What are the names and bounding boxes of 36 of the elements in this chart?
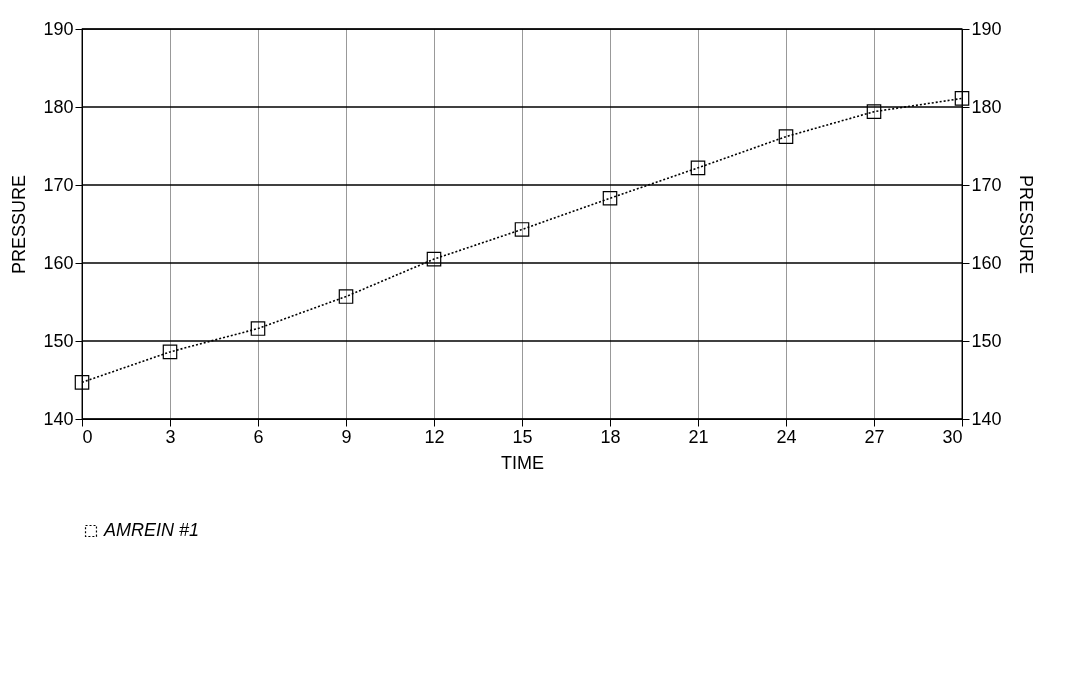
point <box>954 91 970 106</box>
y-tick-label: 180 <box>43 96 74 117</box>
x-tick-label: 9 <box>341 426 352 447</box>
x-axis-title: TIME <box>501 452 544 473</box>
y2-tick-label: 140 <box>971 408 1002 429</box>
point <box>690 160 706 176</box>
y-axis-title: PRESSURE <box>9 174 30 275</box>
y2-tick-label: 180 <box>971 96 1002 117</box>
point <box>162 344 178 360</box>
point <box>74 375 90 390</box>
x-tick-label: 15 <box>512 426 533 447</box>
x-tick-label: 27 <box>864 426 885 447</box>
y2-axis-title: PRESSURE <box>1015 174 1036 275</box>
x-tick-label: 12 <box>424 426 445 447</box>
legend-label: AMREIN #1 <box>103 520 200 540</box>
x-tick-label: 0 <box>82 426 93 447</box>
point <box>778 129 794 144</box>
x-tick-label: 3 <box>165 426 176 447</box>
y2-tick-label: 170 <box>971 174 1002 195</box>
x-tick-label: 30 <box>942 426 963 447</box>
x-tick-label: 18 <box>600 426 621 447</box>
y-tick-label: 190 <box>43 18 74 39</box>
y2-tick-label: 150 <box>971 330 1002 351</box>
y2-tick-label: 160 <box>971 252 1002 273</box>
y-tick-label: 160 <box>43 252 74 273</box>
x-tick-label: 24 <box>776 426 797 447</box>
point <box>338 289 354 304</box>
point <box>514 222 530 237</box>
x-tick-label: 21 <box>688 426 709 447</box>
y-tick-label: 150 <box>43 330 74 351</box>
x-tick-label: 6 <box>253 426 264 447</box>
point <box>602 190 618 206</box>
y-tick-label: 140 <box>43 408 74 429</box>
y2-tick-label: 190 <box>971 18 1002 39</box>
y-tick-label: 170 <box>43 174 74 195</box>
point <box>250 321 266 336</box>
